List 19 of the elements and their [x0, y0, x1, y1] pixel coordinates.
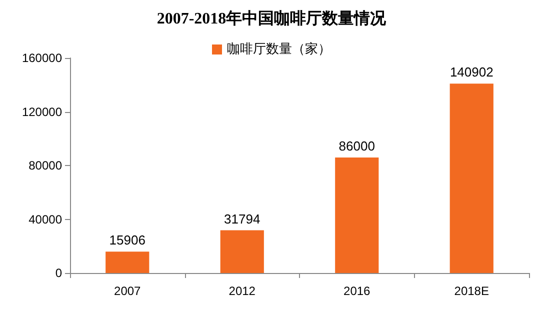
- bar: [450, 84, 494, 273]
- y-tick-label: 160000: [22, 51, 62, 65]
- data-label: 15906: [109, 232, 146, 248]
- x-tick-label: 2018E: [454, 284, 489, 298]
- data-label: 31794: [224, 211, 260, 226]
- y-tick-label: 120000: [22, 104, 62, 119]
- bar: [220, 230, 264, 273]
- x-tick-label: 2007: [114, 284, 142, 298]
- x-tick-label: 2016: [344, 284, 371, 298]
- bar: [335, 157, 379, 273]
- x-tick-label: 2012: [228, 284, 256, 298]
- y-tick-label: 80000: [28, 158, 62, 172]
- data-label: 140902: [450, 64, 494, 80]
- legend-label: 咖啡厅数量（家）: [227, 41, 331, 57]
- bar: [106, 252, 150, 273]
- data-label: 86000: [338, 138, 375, 154]
- chart-title: 2007-2018年中国咖啡厅数量情况: [156, 10, 388, 28]
- y-tick-label: 40000: [28, 212, 62, 226]
- y-tick-label: 0: [55, 266, 62, 280]
